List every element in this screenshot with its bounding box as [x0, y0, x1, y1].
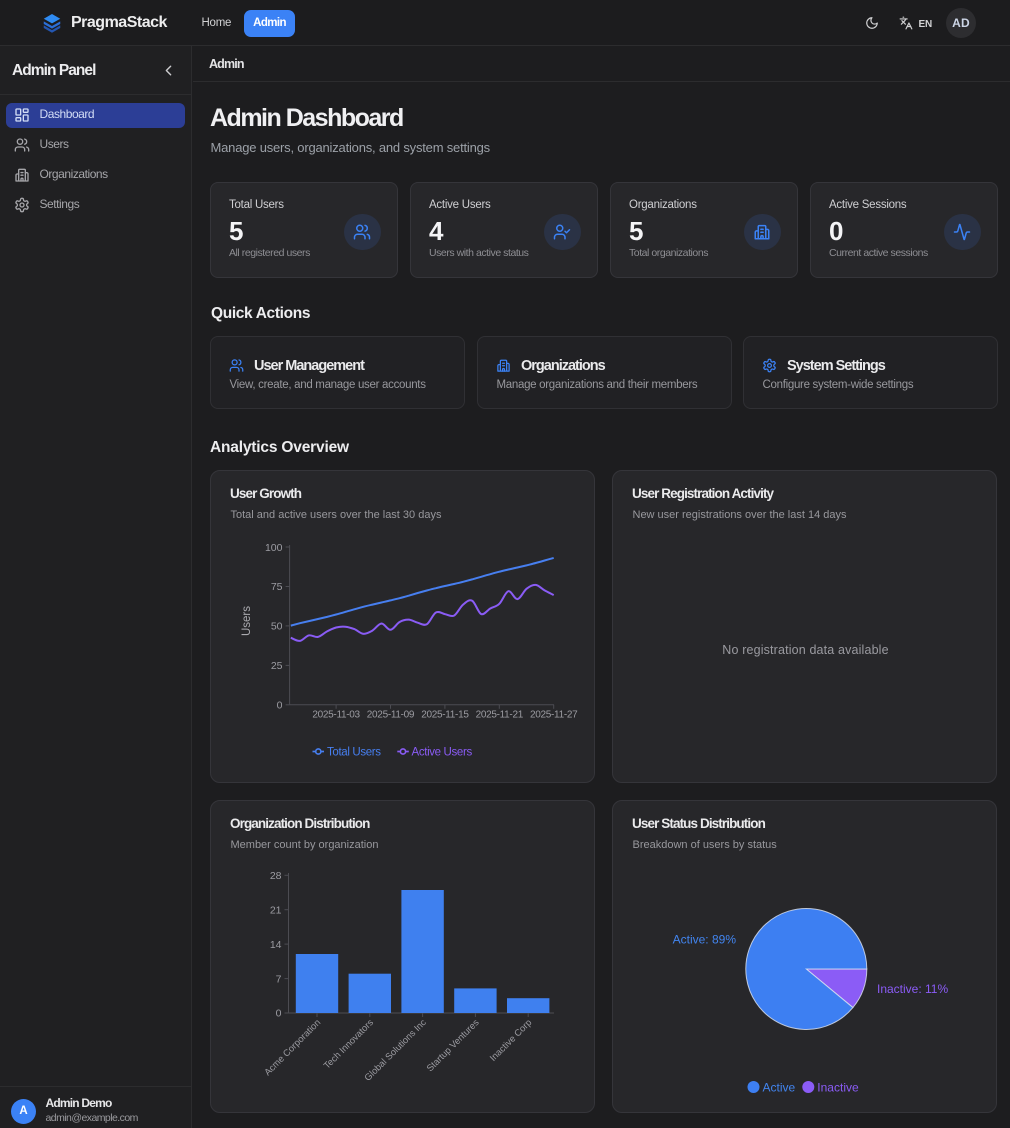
svg-text:Active: 89%: Active: 89% — [673, 933, 737, 947]
svg-text:14: 14 — [270, 939, 282, 951]
svg-text:2025-11-21: 2025-11-21 — [476, 710, 524, 721]
svg-text:7: 7 — [276, 973, 282, 985]
svg-text:0: 0 — [277, 700, 283, 712]
svg-text:Tech Innovators: Tech Innovators — [322, 1017, 376, 1071]
svg-text:Users: Users — [241, 606, 253, 636]
svg-text:Acme Corporation: Acme Corporation — [262, 1017, 322, 1077]
svg-text:Active Users: Active Users — [412, 747, 473, 759]
svg-text:Inactive: Inactive — [817, 1080, 859, 1094]
svg-text:2025-11-27: 2025-11-27 — [530, 710, 578, 721]
svg-text:Active: Active — [763, 1080, 796, 1094]
svg-text:0: 0 — [276, 1008, 282, 1020]
svg-text:Inactive Corp: Inactive Corp — [488, 1017, 534, 1063]
svg-text:2025-11-15: 2025-11-15 — [421, 710, 469, 721]
svg-text:75: 75 — [271, 581, 283, 593]
svg-text:Total Users: Total Users — [327, 747, 381, 759]
svg-text:28: 28 — [270, 870, 282, 882]
svg-text:Startup Ventures: Startup Ventures — [425, 1017, 481, 1073]
svg-text:25: 25 — [271, 660, 283, 672]
svg-text:2025-11-09: 2025-11-09 — [367, 710, 415, 721]
svg-text:50: 50 — [271, 621, 283, 633]
svg-text:Inactive: 11%: Inactive: 11% — [877, 982, 948, 996]
svg-text:21: 21 — [270, 904, 282, 916]
svg-text:2025-11-03: 2025-11-03 — [312, 710, 360, 721]
svg-text:100: 100 — [265, 542, 283, 554]
